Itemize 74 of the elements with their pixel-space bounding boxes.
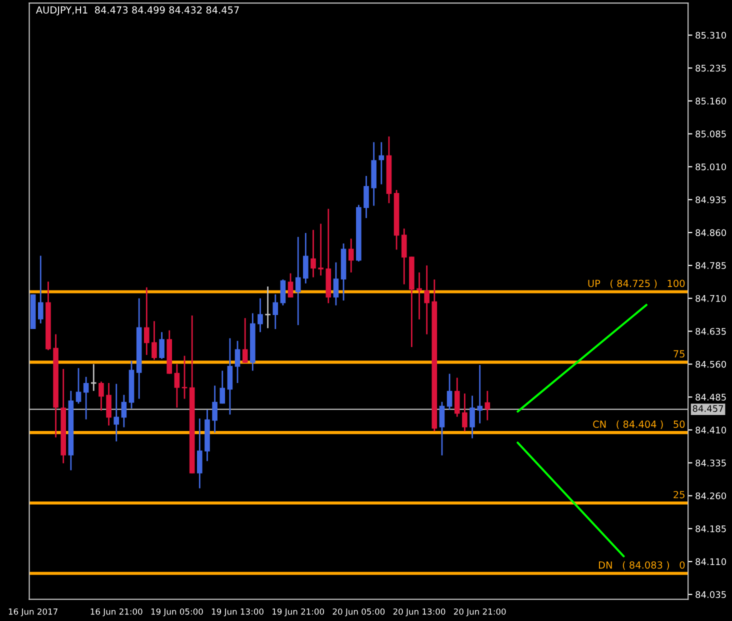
candlestick bbox=[303, 232, 308, 284]
y-tick-label: 84.035 bbox=[696, 591, 726, 598]
candlestick bbox=[159, 331, 164, 360]
candlestick bbox=[439, 401, 445, 456]
candlestick bbox=[144, 286, 150, 356]
candlestick bbox=[234, 340, 240, 384]
candlestick bbox=[288, 272, 294, 298]
annotation: 25 bbox=[674, 490, 684, 498]
x-tick-label: 19 Jun 05:00 bbox=[151, 608, 203, 616]
candlestick bbox=[38, 255, 44, 324]
candlestick bbox=[258, 298, 263, 333]
y-tick-label: 84.935 bbox=[696, 196, 726, 204]
y-tick-label: 84.560 bbox=[696, 360, 726, 368]
candlestick bbox=[280, 278, 286, 306]
x-tick-label: 19 Jun 21:00 bbox=[272, 608, 324, 616]
y-tick-label: 84.485 bbox=[696, 394, 726, 401]
candlestick bbox=[264, 286, 272, 329]
candlestick bbox=[182, 355, 188, 400]
ref-line-label: CN ( 84.404 ) 50 bbox=[593, 420, 685, 430]
y-tick-label: 85.010 bbox=[696, 163, 726, 170]
y-tick-label: 85.160 bbox=[696, 98, 726, 104]
candlestick bbox=[446, 373, 452, 410]
candlestick bbox=[484, 390, 490, 421]
y-tick-label: 84.260 bbox=[696, 492, 726, 500]
y-tick-label: 84.335 bbox=[696, 460, 726, 466]
y-tick-label: 85.310 bbox=[696, 32, 726, 39]
x-tick-label: 16 Jun 21:00 bbox=[90, 608, 142, 616]
candlestick bbox=[114, 383, 120, 442]
candlestick bbox=[333, 262, 339, 306]
candlestick bbox=[310, 229, 316, 278]
candlestick bbox=[295, 236, 301, 326]
y-tick-label: 84.860 bbox=[696, 229, 726, 236]
ref-line-label: DN ( 84.083 ) 0 bbox=[598, 561, 685, 570]
y-tick-label: 84.785 bbox=[696, 262, 726, 269]
ref-line-label: UP ( 84.725 ) 100 bbox=[588, 280, 685, 288]
candlestick bbox=[220, 370, 226, 404]
candlestick bbox=[106, 382, 112, 426]
candlestick bbox=[98, 380, 104, 412]
candlestick bbox=[242, 317, 248, 364]
y-tick-label: 85.235 bbox=[696, 64, 726, 72]
candlestick bbox=[121, 394, 127, 428]
y-tick-label: 84.410 bbox=[696, 426, 726, 434]
candlestick bbox=[83, 376, 89, 420]
candlestick bbox=[462, 392, 468, 432]
candlestick bbox=[318, 223, 324, 276]
chart-title: AUDJPY,H1 84.473 84.499 84.432 84.457 bbox=[36, 6, 239, 16]
y-tick-label: 85.085 bbox=[696, 130, 726, 138]
annotation: 75 bbox=[674, 350, 684, 358]
y-tick-label: 84.635 bbox=[696, 328, 726, 335]
candlestick bbox=[197, 418, 202, 489]
x-tick-label: 20 Jun 21:00 bbox=[454, 608, 506, 616]
candlestick bbox=[477, 364, 482, 424]
y-tick-label: 84.185 bbox=[696, 525, 726, 532]
candlestick bbox=[152, 320, 157, 360]
candlestick bbox=[378, 141, 384, 185]
candlestick bbox=[401, 228, 407, 285]
x-tick-label: 16 Jun 2017 bbox=[8, 608, 58, 616]
candlestick bbox=[272, 294, 278, 330]
y-tick-label: 84.110 bbox=[696, 558, 726, 566]
candlestick bbox=[348, 238, 354, 274]
candlestick bbox=[364, 175, 369, 219]
candlestick bbox=[227, 338, 233, 416]
x-tick-label: 20 Jun 05:00 bbox=[332, 608, 385, 616]
candlestick bbox=[470, 395, 475, 439]
candlestick bbox=[424, 264, 430, 335]
ref-line-label: 84.457 bbox=[692, 405, 724, 412]
x-tick-label: 19 Jun 13:00 bbox=[212, 608, 264, 616]
y-tick-label: 84.710 bbox=[696, 295, 726, 302]
candlestick bbox=[174, 363, 180, 408]
candlestick bbox=[76, 367, 82, 404]
x-tick-label: 20 Jun 13:00 bbox=[393, 608, 446, 616]
candlestick bbox=[416, 272, 422, 320]
candlestick bbox=[212, 384, 218, 434]
candlestick bbox=[454, 377, 460, 418]
